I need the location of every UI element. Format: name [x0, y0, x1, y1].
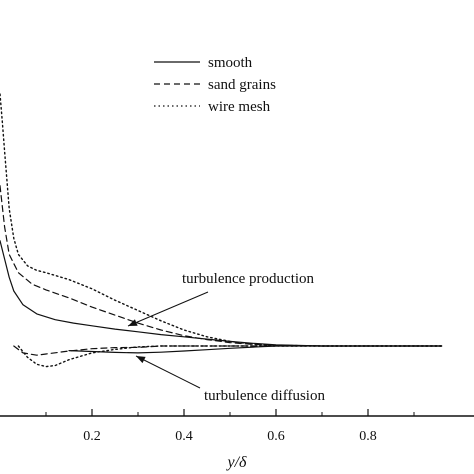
- legend: smooth sand grains wire mesh: [154, 55, 276, 115]
- x-ticks: 0.2 0.4 0.6 0.8: [45, 409, 415, 444]
- annotation-turbulence-production: turbulence production: [182, 271, 315, 287]
- annotation-turbulence-diffusion: turbulence diffusion: [204, 388, 325, 404]
- x-tick-label: 0.4: [175, 429, 193, 444]
- series-line-sand-grains-turbulence-production: [0, 185, 443, 347]
- series-line-wire-mesh-turbulence-production: [0, 93, 443, 347]
- legend-label-smooth: smooth: [208, 55, 253, 71]
- legend-label-wire-mesh: wire mesh: [208, 99, 271, 115]
- x-tick-label: 0.8: [359, 429, 377, 444]
- annotations: turbulence production turbulence diffusi…: [127, 271, 325, 404]
- x-tick-label: 0.2: [83, 429, 101, 444]
- series-layer: [0, 93, 443, 368]
- x-axis-title: y/δ: [226, 454, 248, 471]
- annotation-arrowhead-production: [128, 319, 138, 326]
- annotation-arrowhead-diffusion: [136, 356, 146, 364]
- series-line-wire-mesh-turbulence-diffusion: [17, 345, 443, 368]
- legend-label-sand-grains: sand grains: [208, 77, 276, 93]
- annotation-arrow-diffusion: [135, 355, 201, 389]
- x-tick-label: 0.6: [267, 429, 285, 444]
- series-line-smooth-turbulence-production: [0, 240, 443, 347]
- annotation-arrow-production: [127, 291, 209, 327]
